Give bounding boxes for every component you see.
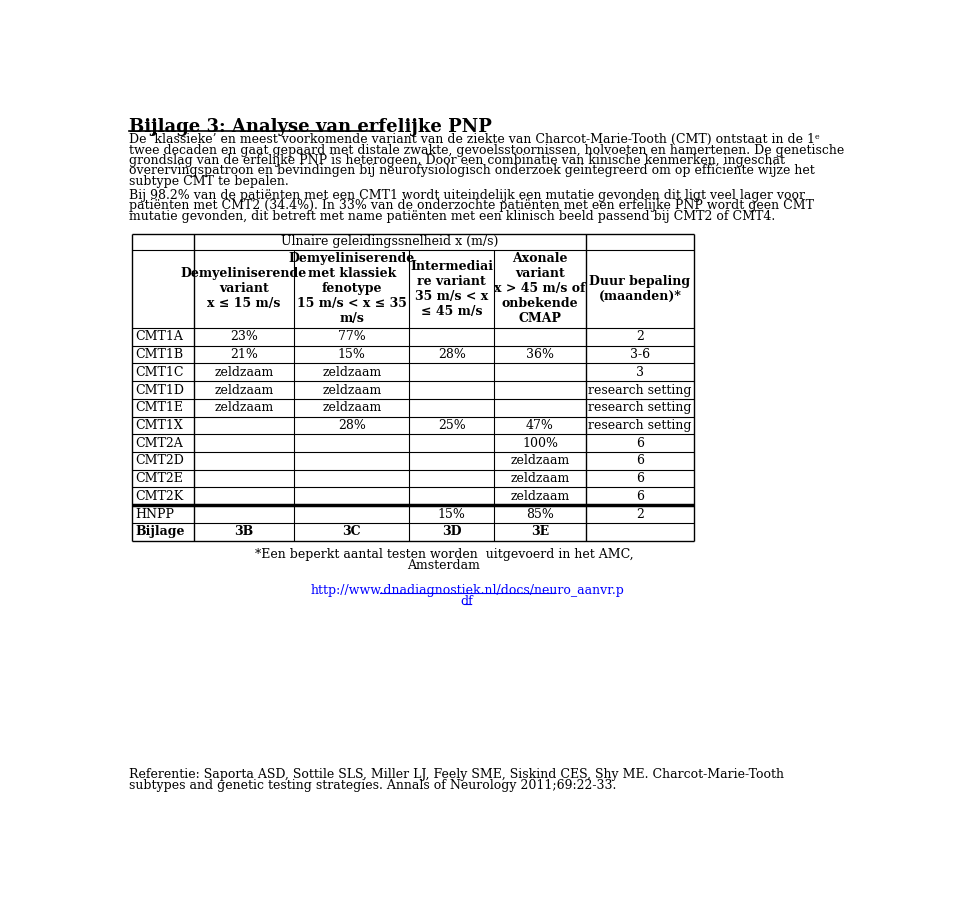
Text: Demyeliniserende
variant
x ≤ 15 m/s: Demyeliniserende variant x ≤ 15 m/s bbox=[180, 267, 307, 310]
Text: research setting: research setting bbox=[588, 401, 692, 414]
Text: CMT1D: CMT1D bbox=[135, 384, 184, 396]
Text: zeldzaam: zeldzaam bbox=[214, 384, 274, 396]
Text: HNPP: HNPP bbox=[135, 508, 175, 520]
Text: grondslag van de erfelijke PNP is heterogeen. Door een combinatie van kinische k: grondslag van de erfelijke PNP is hetero… bbox=[130, 154, 785, 167]
Text: 3B: 3B bbox=[234, 525, 253, 538]
Text: CMT1X: CMT1X bbox=[135, 419, 183, 432]
Text: CMT2K: CMT2K bbox=[135, 490, 183, 503]
Text: zeldzaam: zeldzaam bbox=[323, 384, 381, 396]
Text: Referentie: Saporta ASD, Sottile SLS, Miller LJ, Feely SME, Siskind CES, Shy ME.: Referentie: Saporta ASD, Sottile SLS, Mi… bbox=[130, 768, 784, 781]
Text: Intermediai
re variant
35 m/s < x
≤ 45 m/s: Intermediai re variant 35 m/s < x ≤ 45 m… bbox=[410, 260, 493, 318]
Text: zeldzaam: zeldzaam bbox=[323, 401, 381, 414]
Text: zeldzaam: zeldzaam bbox=[323, 366, 381, 379]
Text: 23%: 23% bbox=[230, 330, 258, 343]
Text: zeldzaam: zeldzaam bbox=[511, 454, 569, 467]
Text: CMT1A: CMT1A bbox=[135, 330, 183, 343]
Text: 15%: 15% bbox=[438, 508, 466, 520]
Text: 25%: 25% bbox=[438, 419, 466, 432]
Text: Ulnaire geleidingssnelheid x (m/s): Ulnaire geleidingssnelheid x (m/s) bbox=[281, 235, 498, 248]
Text: subtype CMT te bepalen.: subtype CMT te bepalen. bbox=[130, 175, 289, 188]
Text: CMT2E: CMT2E bbox=[135, 472, 183, 485]
Text: 3C: 3C bbox=[343, 525, 361, 538]
Text: zeldzaam: zeldzaam bbox=[511, 472, 569, 485]
Text: zeldzaam: zeldzaam bbox=[511, 490, 569, 503]
Text: Bijlage: Bijlage bbox=[135, 525, 185, 538]
Text: CMT1B: CMT1B bbox=[135, 348, 183, 361]
Text: *Een beperkt aantal testen worden  uitgevoerd in het AMC,: *Een beperkt aantal testen worden uitgev… bbox=[254, 548, 634, 561]
Text: 6: 6 bbox=[636, 472, 644, 485]
Text: Axonale
variant
x > 45 m/s of
onbekende
CMAP: Axonale variant x > 45 m/s of onbekende … bbox=[494, 252, 586, 325]
Text: 28%: 28% bbox=[438, 348, 466, 361]
Text: De ‘klassieke’ en meest voorkomende variant van de ziekte van Charcot-Marie-Toot: De ‘klassieke’ en meest voorkomende vari… bbox=[130, 133, 820, 147]
Text: CMT1C: CMT1C bbox=[135, 366, 184, 379]
Text: 3-6: 3-6 bbox=[630, 348, 650, 361]
Text: Demyeliniserende
met klassiek
fenotype
15 m/s < x ≤ 35
m/s: Demyeliniserende met klassiek fenotype 1… bbox=[289, 252, 415, 325]
Text: Duur bepaling
(maanden)*: Duur bepaling (maanden)* bbox=[589, 275, 690, 303]
Text: 85%: 85% bbox=[526, 508, 554, 520]
Text: patiënten met CMT2 (34.4%). In 33% van de onderzochte patiënten met een erfelijk: patiënten met CMT2 (34.4%). In 33% van d… bbox=[130, 199, 814, 213]
Text: zeldzaam: zeldzaam bbox=[214, 366, 274, 379]
Text: 6: 6 bbox=[636, 490, 644, 503]
Text: Bij 98.2% van de patiënten met een CMT1 wordt uiteindelijk een mutatie gevonden : Bij 98.2% van de patiënten met een CMT1 … bbox=[130, 189, 805, 202]
Text: 36%: 36% bbox=[526, 348, 554, 361]
Text: 15%: 15% bbox=[338, 348, 366, 361]
Text: 3D: 3D bbox=[442, 525, 462, 538]
Text: 47%: 47% bbox=[526, 419, 554, 432]
Text: research setting: research setting bbox=[588, 384, 692, 396]
Text: mutatie gevonden, dit betreft met name patiënten met een klinisch beeld passend : mutatie gevonden, dit betreft met name p… bbox=[130, 210, 776, 223]
Text: 100%: 100% bbox=[522, 437, 558, 450]
Text: 3: 3 bbox=[636, 366, 644, 379]
Text: CMT1E: CMT1E bbox=[135, 401, 183, 414]
Text: CMT2A: CMT2A bbox=[135, 437, 183, 450]
Text: zeldzaam: zeldzaam bbox=[214, 401, 274, 414]
Text: Amsterdam: Amsterdam bbox=[407, 558, 480, 572]
Text: CMT2D: CMT2D bbox=[135, 454, 184, 467]
Text: 28%: 28% bbox=[338, 419, 366, 432]
Text: 21%: 21% bbox=[230, 348, 258, 361]
Text: 2: 2 bbox=[636, 508, 644, 520]
Text: 6: 6 bbox=[636, 454, 644, 467]
Text: http://www.dnadiagnostiek.nl/docs/neuro_aanvr.p: http://www.dnadiagnostiek.nl/docs/neuro_… bbox=[310, 585, 624, 597]
Text: df: df bbox=[461, 595, 473, 608]
Text: overervingspatroon en bevindingen bij neurofysiologisch onderzoek geintegreerd o: overervingspatroon en bevindingen bij ne… bbox=[130, 165, 815, 177]
Text: Bijlage 3: Analyse van erfelijke PNP: Bijlage 3: Analyse van erfelijke PNP bbox=[130, 118, 492, 136]
Text: research setting: research setting bbox=[588, 419, 692, 432]
Text: subtypes and genetic testing strategies. Annals of Neurology 2011;69:22-33.: subtypes and genetic testing strategies.… bbox=[130, 778, 616, 792]
Text: 3E: 3E bbox=[531, 525, 549, 538]
Text: 2: 2 bbox=[636, 330, 644, 343]
Text: twee decaden en gaat gepaard met distale zwakte, gevoelsstoornissen, holvoeten e: twee decaden en gaat gepaard met distale… bbox=[130, 144, 845, 157]
Text: 77%: 77% bbox=[338, 330, 366, 343]
Text: 6: 6 bbox=[636, 437, 644, 450]
